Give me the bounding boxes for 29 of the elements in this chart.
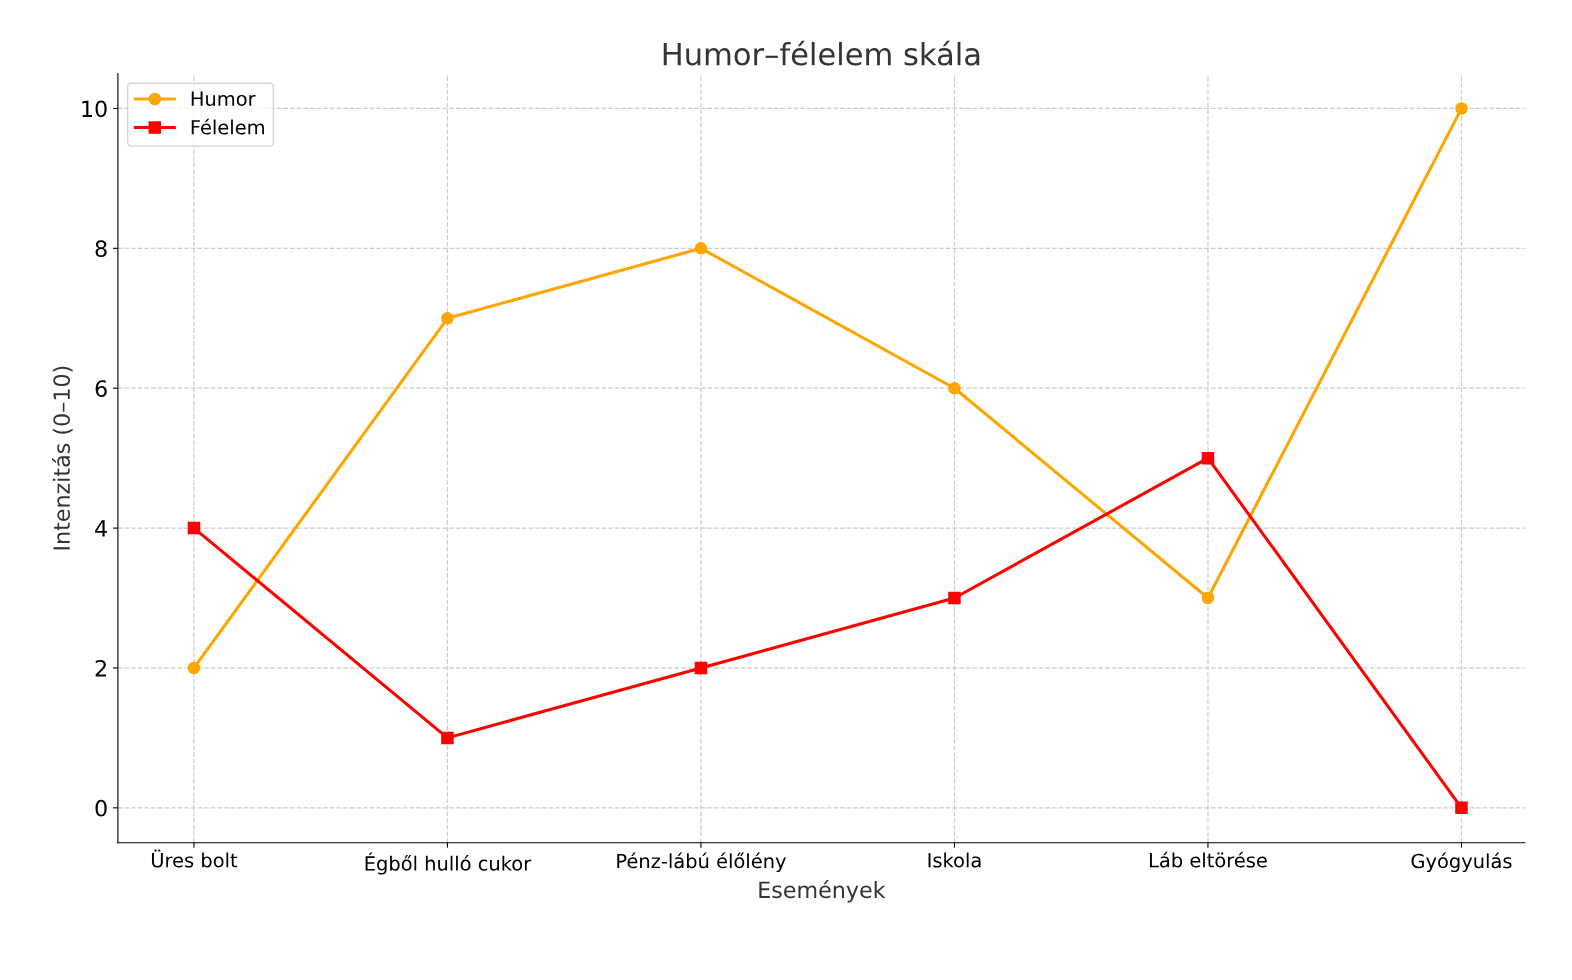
point bbox=[1455, 801, 1468, 815]
point bbox=[694, 242, 708, 255]
x-tick-label: Égből hulló cukor bbox=[365, 852, 532, 875]
x-tick-label: Iskola bbox=[928, 852, 981, 868]
point bbox=[1201, 451, 1215, 465]
y-tick-label: 4 bbox=[95, 520, 107, 537]
x-tick-label: Láb eltörése bbox=[1149, 851, 1267, 868]
y-tick-label: 2 bbox=[95, 659, 106, 677]
y-tick-label: 10 bbox=[82, 100, 107, 118]
x-tick-label: Gyógyulás bbox=[1411, 852, 1512, 873]
y-axis-title: Intenzitás (0–10) bbox=[51, 366, 73, 550]
point bbox=[441, 312, 454, 325]
point bbox=[441, 731, 454, 745]
chart-title: Humor–félelem skála bbox=[663, 40, 980, 66]
point bbox=[1201, 591, 1215, 605]
legend-label: Félelem bbox=[191, 118, 264, 135]
x-tick-label: Üres bolt bbox=[151, 849, 238, 868]
point bbox=[694, 661, 708, 675]
y-tick-label: 8 bbox=[95, 240, 107, 258]
point bbox=[948, 381, 961, 395]
legend-label: Humor bbox=[191, 91, 256, 107]
point bbox=[948, 591, 961, 605]
x-axis-title: Események bbox=[759, 880, 886, 903]
point bbox=[1455, 102, 1468, 115]
y-tick-label: 6 bbox=[95, 380, 107, 397]
y-tick-label: 0 bbox=[95, 799, 107, 817]
point bbox=[187, 661, 201, 675]
x-tick-label: Pénz-lábú élőlény bbox=[617, 852, 786, 873]
point bbox=[187, 521, 201, 535]
